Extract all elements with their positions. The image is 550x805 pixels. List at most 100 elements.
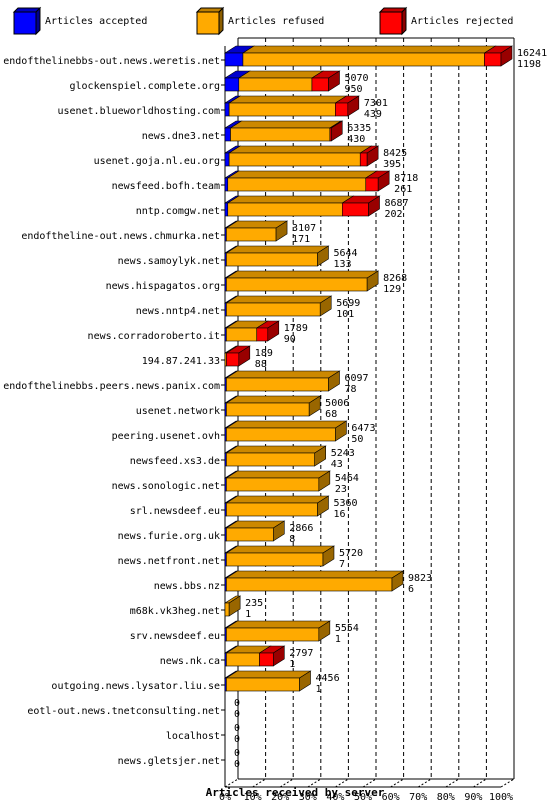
total-label: 0 — [234, 748, 240, 759]
host-label: news.netfront.net — [118, 556, 220, 567]
total-label: 8687 — [385, 198, 409, 209]
host-label: m68k.vk3heg.net — [130, 606, 220, 617]
rejected-label: 23 — [335, 484, 347, 495]
x-tick-label: 20% — [271, 792, 289, 803]
host-label: usenet.blueworldhosting.com — [57, 106, 220, 117]
total-label: 2866 — [289, 523, 313, 534]
host-label: localhost — [166, 731, 220, 742]
bar-end-face — [391, 570, 404, 592]
host-label: newsfeed.bofh.team — [112, 181, 220, 192]
total-label: 8268 — [383, 273, 407, 284]
bar-segment-top — [225, 670, 312, 679]
rejected-label: 1 — [289, 659, 295, 670]
total-label: 5699 — [336, 298, 360, 309]
bar-end-face — [272, 645, 285, 667]
total-label: 4456 — [316, 673, 340, 684]
host-label: 194.87.241.33 — [142, 356, 220, 367]
host-label: newsfeed.xs3.de — [130, 456, 220, 467]
floor-tick — [500, 778, 515, 788]
total-label: 3107 — [292, 223, 316, 234]
host-label: nntp.comgw.net — [136, 206, 220, 217]
bar-end-face — [318, 470, 331, 492]
rejected-label: 6 — [408, 584, 414, 595]
rejected-label: 439 — [364, 109, 382, 120]
x-tick-label: 40% — [326, 792, 344, 803]
bar-segment-articles-rejected — [484, 52, 502, 67]
total-label: 0 — [234, 723, 240, 734]
bar-segment-top — [225, 270, 380, 279]
total-label: 16241 — [517, 48, 547, 59]
total-label: 1789 — [284, 323, 308, 334]
x-tick-label: 10% — [244, 792, 262, 803]
bar-segment-articles-rejected — [256, 327, 269, 342]
x-tick-label: 80% — [437, 792, 455, 803]
bar-segment-articles-refused — [226, 427, 336, 442]
legend: Articles accepted Articles refused Article… — [12, 6, 513, 36]
bar-segment-articles-refused — [227, 202, 343, 217]
bar-segment-articles-accepted — [224, 177, 229, 192]
legend-swatch — [379, 11, 403, 35]
floor-tick — [473, 778, 487, 788]
bar-segment-top — [225, 370, 341, 379]
rejected-label: 88 — [255, 359, 267, 370]
bar-segment-articles-rejected — [311, 77, 329, 92]
bar-segment-top — [225, 295, 333, 304]
x-tick-label: 70% — [409, 792, 427, 803]
bar-segment-top — [225, 570, 405, 579]
rejected-label: 78 — [345, 384, 357, 395]
bar-end-face — [275, 220, 288, 242]
host-label: endoftheline-out.news.chmurka.net — [21, 231, 220, 242]
bar-segment-top — [225, 245, 330, 254]
bar-segment-articles-refused — [226, 452, 316, 467]
bar-segment-top — [226, 170, 378, 179]
bar-segment-articles-refused — [226, 402, 310, 417]
total-label: 9823 — [408, 573, 432, 584]
bar-segment-articles-rejected — [359, 152, 368, 167]
x-tick-label: 60% — [382, 792, 400, 803]
host-label: endofthelinebbs-out.news.weretis.net — [3, 56, 220, 67]
rejected-label: 1 — [316, 684, 322, 695]
host-label: usenet.network — [136, 406, 220, 417]
bar-segment-top — [225, 445, 327, 454]
bar-end-face — [368, 195, 380, 217]
bar-segment-top — [226, 195, 355, 204]
bar-segment-top — [225, 620, 331, 629]
floor-tick — [335, 778, 349, 788]
bar-segment-articles-accepted — [224, 202, 229, 217]
bar-segment-articles-refused — [226, 677, 300, 692]
bar-segment-articles-refused — [226, 227, 277, 242]
bar-segment-top — [225, 470, 331, 479]
bar-segment-articles-refused — [226, 652, 260, 667]
bar-segment-articles-refused — [226, 377, 329, 392]
total-label: 8718 — [394, 173, 418, 184]
bar-segment-articles-refused — [228, 152, 361, 167]
bar-end-face — [319, 295, 332, 317]
total-label: 189 — [255, 348, 273, 359]
bar-end-face — [272, 520, 285, 542]
bar-segment-articles-refused — [226, 527, 274, 542]
bar-segment-articles-refused — [226, 277, 368, 292]
host-label: endofthelinebbs.peers.news.panix.com — [3, 381, 220, 392]
floor-tick — [279, 778, 294, 788]
bar-segment-articles-rejected — [365, 177, 379, 192]
x-tick-label: 100% — [489, 792, 513, 803]
rejected-label: 171 — [292, 234, 310, 245]
host-label: srv.newsdeef.eu — [130, 631, 220, 642]
host-label: eotl-out.news.tnetconsulting.net — [27, 706, 220, 717]
bar-end-face — [314, 445, 327, 467]
bar-segment-top — [228, 145, 373, 154]
bar-segment-articles-rejected — [226, 352, 240, 367]
